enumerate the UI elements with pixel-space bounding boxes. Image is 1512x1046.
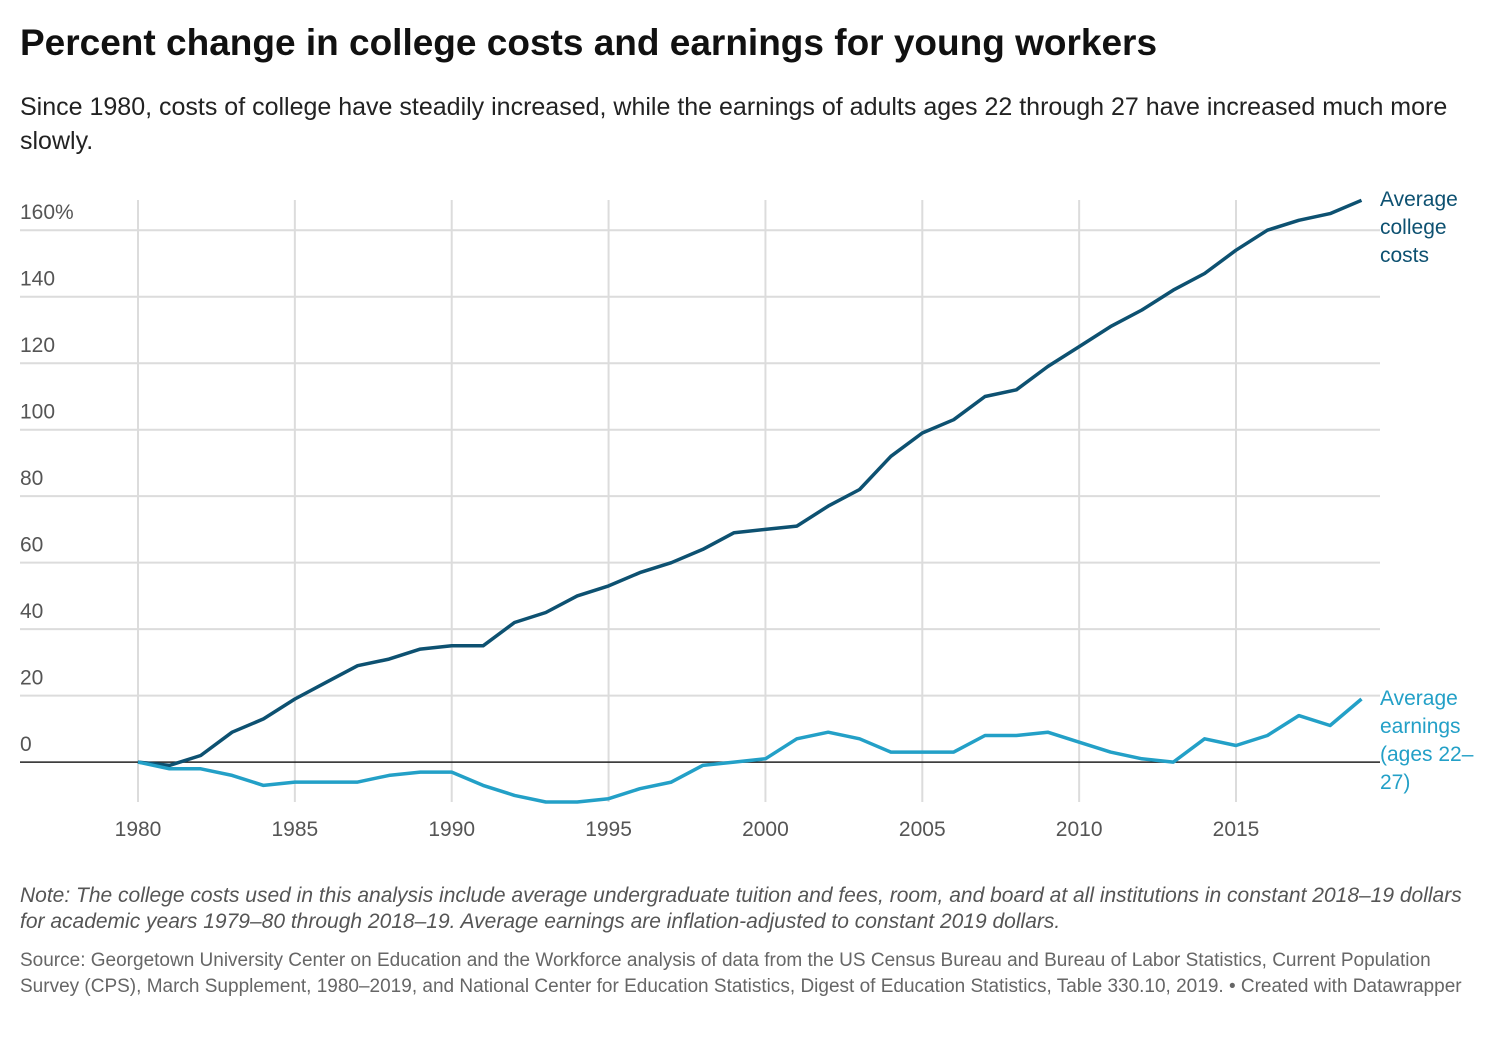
y-tick-label: 80: [20, 467, 43, 490]
chart-source: Source: Georgetown University Center on …: [20, 950, 1462, 997]
x-tick-label: 2010: [1056, 818, 1103, 841]
x-tick-label: 1990: [428, 818, 475, 841]
chart-subtitle: Since 1980, costs of college have steadi…: [20, 93, 1448, 155]
y-tick-label: 60: [20, 534, 43, 557]
x-tick-label: 2000: [742, 818, 789, 841]
series-label: Average earnings (ages 22–27): [1380, 686, 1474, 794]
y-tick-label: 20: [20, 667, 43, 690]
series-line: [137, 198, 1363, 768]
x-tick-label: 1995: [585, 818, 632, 841]
y-tick-label: 40: [20, 600, 43, 623]
y-tick-label: 100: [20, 401, 55, 424]
series-label: Average college costs: [1380, 188, 1458, 268]
series-line: [137, 697, 1363, 804]
y-tick-label: 120: [20, 334, 55, 357]
y-tick-label: 160%: [20, 201, 74, 224]
y-tick-label: 0: [20, 733, 32, 756]
x-tick-label: 2015: [1213, 818, 1260, 841]
chart: 1980 1985 1990 1995 2000 2005 2010 2015 0 20 40 60 8…: [20, 198, 1380, 841]
chart-note: Note: The college costs used in this ana…: [20, 884, 1462, 933]
y-tick-label: 140: [20, 268, 55, 291]
chart-title: Percent change in college costs and earn…: [20, 22, 1158, 63]
x-tick-label: 2005: [899, 818, 946, 841]
x-tick-label: 1985: [271, 818, 318, 841]
x-tick-label: 1980: [115, 818, 162, 841]
